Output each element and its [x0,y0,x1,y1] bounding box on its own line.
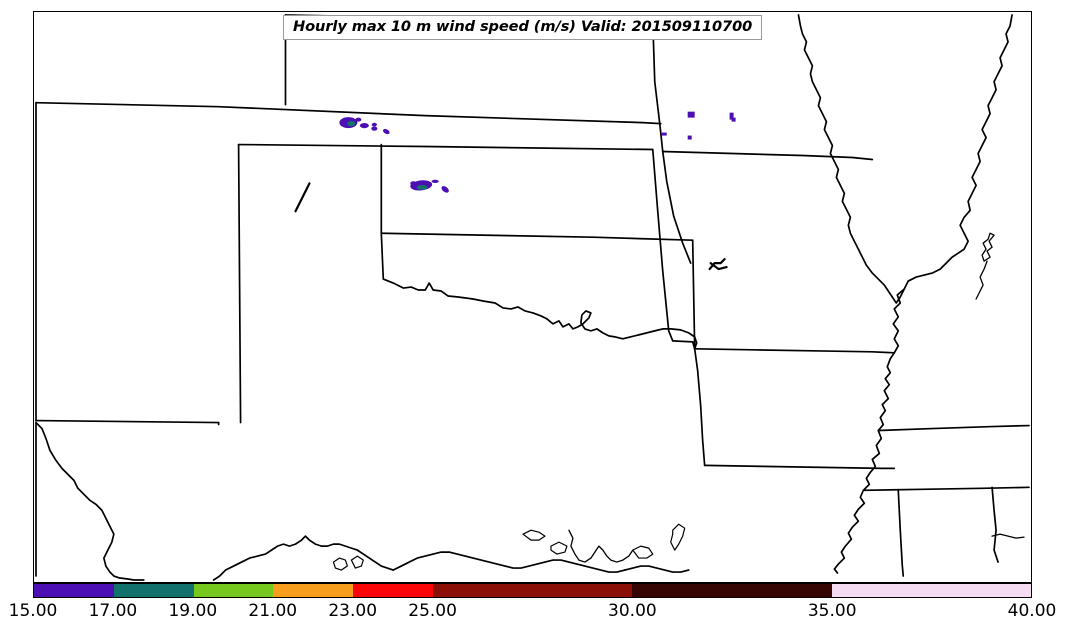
border-missouri-arkansas [693,347,896,354]
border-colorado-wyoming [35,101,662,125]
colorbar-segment-2 [193,584,274,597]
border-illinois-missouri-confluence [797,14,906,304]
border-tennessee-mississippi-alabama [862,486,1030,492]
border-texas-arkansas-louisiana-vertical [693,347,706,467]
colorbar-tick-25.00: 25.00 [408,601,457,621]
wind-speed-data-patches [339,111,736,193]
patch-cluster-missouri-iowa [661,111,736,140]
mississippi-delta-detail [568,529,634,563]
florida-panhandle-line [991,533,1025,539]
border-oklahoma-texas-red-river [380,232,698,350]
pontchartrain-detail [632,545,654,559]
border-colorado-south [35,419,220,424]
border-kansas-colorado [237,143,242,424]
tennessee-river-line [981,232,995,262]
colorado-river-mark [294,182,311,213]
border-nebraska-kansas [237,143,654,151]
colorbar-tick-35.00: 35.00 [807,601,857,621]
colorbar-tick-21.00: 21.00 [248,601,298,621]
mobile-bay-detail [670,523,686,551]
border-iowa-missouri [661,150,874,161]
border-alabama-georgia [991,486,999,563]
colorbar-tick-labels: 15.00 17.00 19.00 21.00 23.00 25.00 30.00 35.00… [0,601,1065,627]
colorbar-segment-6 [632,584,832,597]
border-kentucky-tennessee [877,424,1030,432]
missouri-illinois-river-boundary [892,14,1013,354]
rio-grande-border [35,421,145,581]
border-arkansas-louisiana [703,464,896,470]
colorbar-tick-17.00: 17.00 [88,601,138,621]
galveston-bay-detail [332,555,364,571]
map-plot-area [33,11,1032,583]
border-oklahoma-arkansas [691,239,696,350]
colorbar-segment-5 [432,584,633,597]
tennessee-river-tail [975,260,988,300]
colorbar-segment-1 [113,584,194,597]
patch-cluster-kansas-streaks [371,122,390,135]
map-svg [35,14,1030,581]
minor-river-marks [294,182,728,271]
border-mississippi-alabama [897,489,905,577]
colorbar-tick-15.00: 15.00 [8,601,58,621]
texas-gulf-coast [212,535,395,581]
state-boundaries [35,14,1030,581]
border-missouri-river-west [661,150,692,264]
colorbar-tick-19.00: 19.00 [168,601,218,621]
border-kansas-missouri [651,148,674,342]
coast-eastern-segment [623,565,690,573]
border-missouri-oklahoma-arkansas [671,339,696,350]
colorbar-segment-3 [273,584,354,597]
colorbar-tick-23.00: 23.00 [328,601,378,621]
colorbar-segment-4 [353,584,433,597]
colorbar-segment-0 [34,584,114,597]
colorbar-tick-40.00: 40.00 [1007,601,1057,621]
patch-cluster-nebraska-kansas [339,117,378,131]
border-kansas-oklahoma [380,232,694,242]
border-nebraska-iowa-missouri [651,20,664,153]
plot-title: Hourly max 10 m wind speed (m/s) Valid: … [283,15,763,41]
mississippi-river-boundary [833,351,896,574]
colorbar-tick-30.00: 30.00 [608,601,657,621]
arkansas-river-mark [708,258,728,271]
patch-cluster-oklahoma-panhandle [410,179,449,193]
barrier-islands-detail [522,529,568,555]
colorbar [33,583,1032,598]
colorbar-segment-7 [831,584,1032,597]
louisiana-gulf-coast [392,551,626,573]
